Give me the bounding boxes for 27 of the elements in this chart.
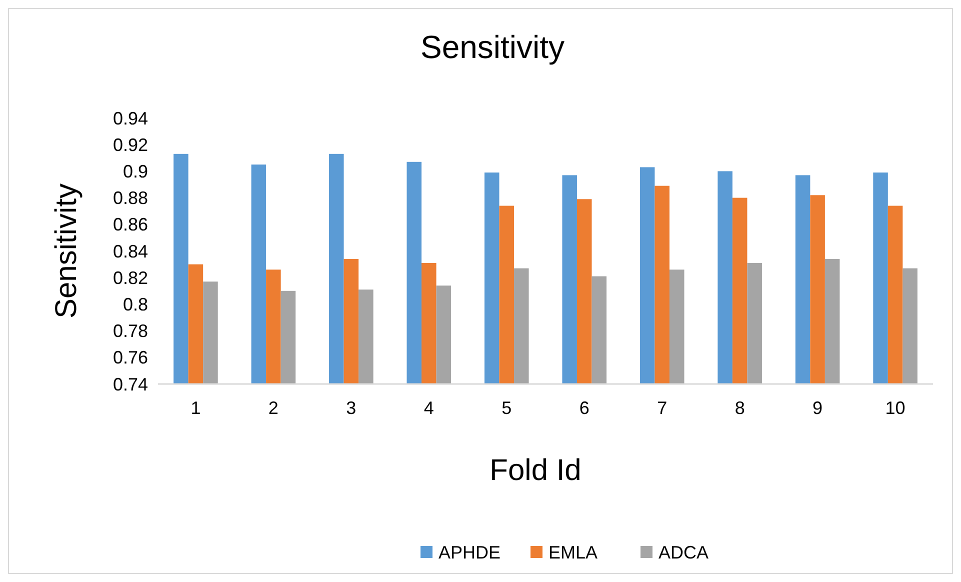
y-tick-label: 0.88 (112, 188, 148, 208)
y-tick-label: 0.92 (112, 134, 148, 155)
x-tick-label: 1 (190, 398, 201, 418)
y-tick-label: 0.76 (112, 348, 148, 368)
y-tick-label: 0.84 (112, 241, 148, 262)
y-tick-label: 0.86 (112, 214, 148, 235)
x-axis-title: Fold Id (490, 454, 582, 487)
x-tick-label: 3 (346, 398, 356, 418)
x-tick-label: 8 (734, 398, 745, 418)
x-tick-label: 7 (657, 398, 668, 418)
x-tick-label: 5 (502, 398, 512, 418)
x-tick-label: 10 (885, 398, 906, 418)
legend-label: ADCA (658, 542, 709, 562)
y-tick-label: 0.74 (112, 374, 148, 394)
y-tick-label: 0.9 (122, 162, 148, 182)
x-tick-label: 2 (268, 398, 278, 418)
legend-label: APHDE (438, 542, 501, 562)
chart-title: Sensitivity (420, 29, 565, 65)
legend-label: EMLA (548, 542, 598, 562)
x-tick-label: 9 (812, 398, 823, 418)
y-tick-label: 0.8 (122, 294, 148, 314)
y-axis-title: Sensitivity (50, 183, 83, 319)
y-tick-label: 0.78 (112, 321, 148, 342)
x-tick-label: 6 (579, 398, 590, 418)
y-tick-label: 0.94 (112, 108, 148, 128)
x-tick-label: 4 (424, 398, 434, 418)
y-tick-label: 0.82 (112, 268, 148, 288)
